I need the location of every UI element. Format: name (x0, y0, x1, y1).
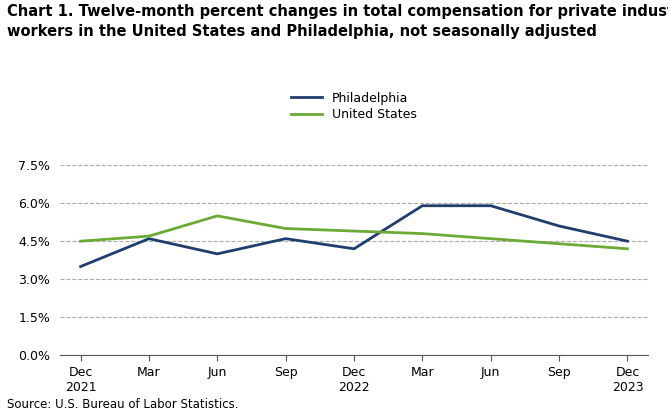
United States (282, 226, 290, 231)
Line: United States: United States (81, 216, 627, 249)
Philadelphia (145, 236, 153, 241)
Text: Chart 1. Twelve-month percent changes in total compensation for private industry: Chart 1. Twelve-month percent changes in… (7, 4, 668, 39)
United States (555, 241, 563, 246)
Philadelphia (282, 236, 290, 241)
United States (487, 236, 495, 241)
United States (77, 239, 85, 244)
Philadelphia (77, 264, 85, 269)
United States (213, 214, 221, 218)
Philadelphia (623, 239, 631, 244)
Philadelphia (487, 203, 495, 208)
United States (418, 231, 426, 236)
Philadelphia (350, 246, 358, 251)
United States (350, 228, 358, 233)
Legend: Philadelphia, United States: Philadelphia, United States (291, 92, 417, 121)
United States (623, 246, 631, 251)
Philadelphia (213, 252, 221, 256)
Line: Philadelphia: Philadelphia (81, 206, 627, 266)
United States (145, 234, 153, 239)
Philadelphia (555, 223, 563, 228)
Philadelphia (418, 203, 426, 208)
Text: Source: U.S. Bureau of Labor Statistics.: Source: U.S. Bureau of Labor Statistics. (7, 398, 238, 411)
